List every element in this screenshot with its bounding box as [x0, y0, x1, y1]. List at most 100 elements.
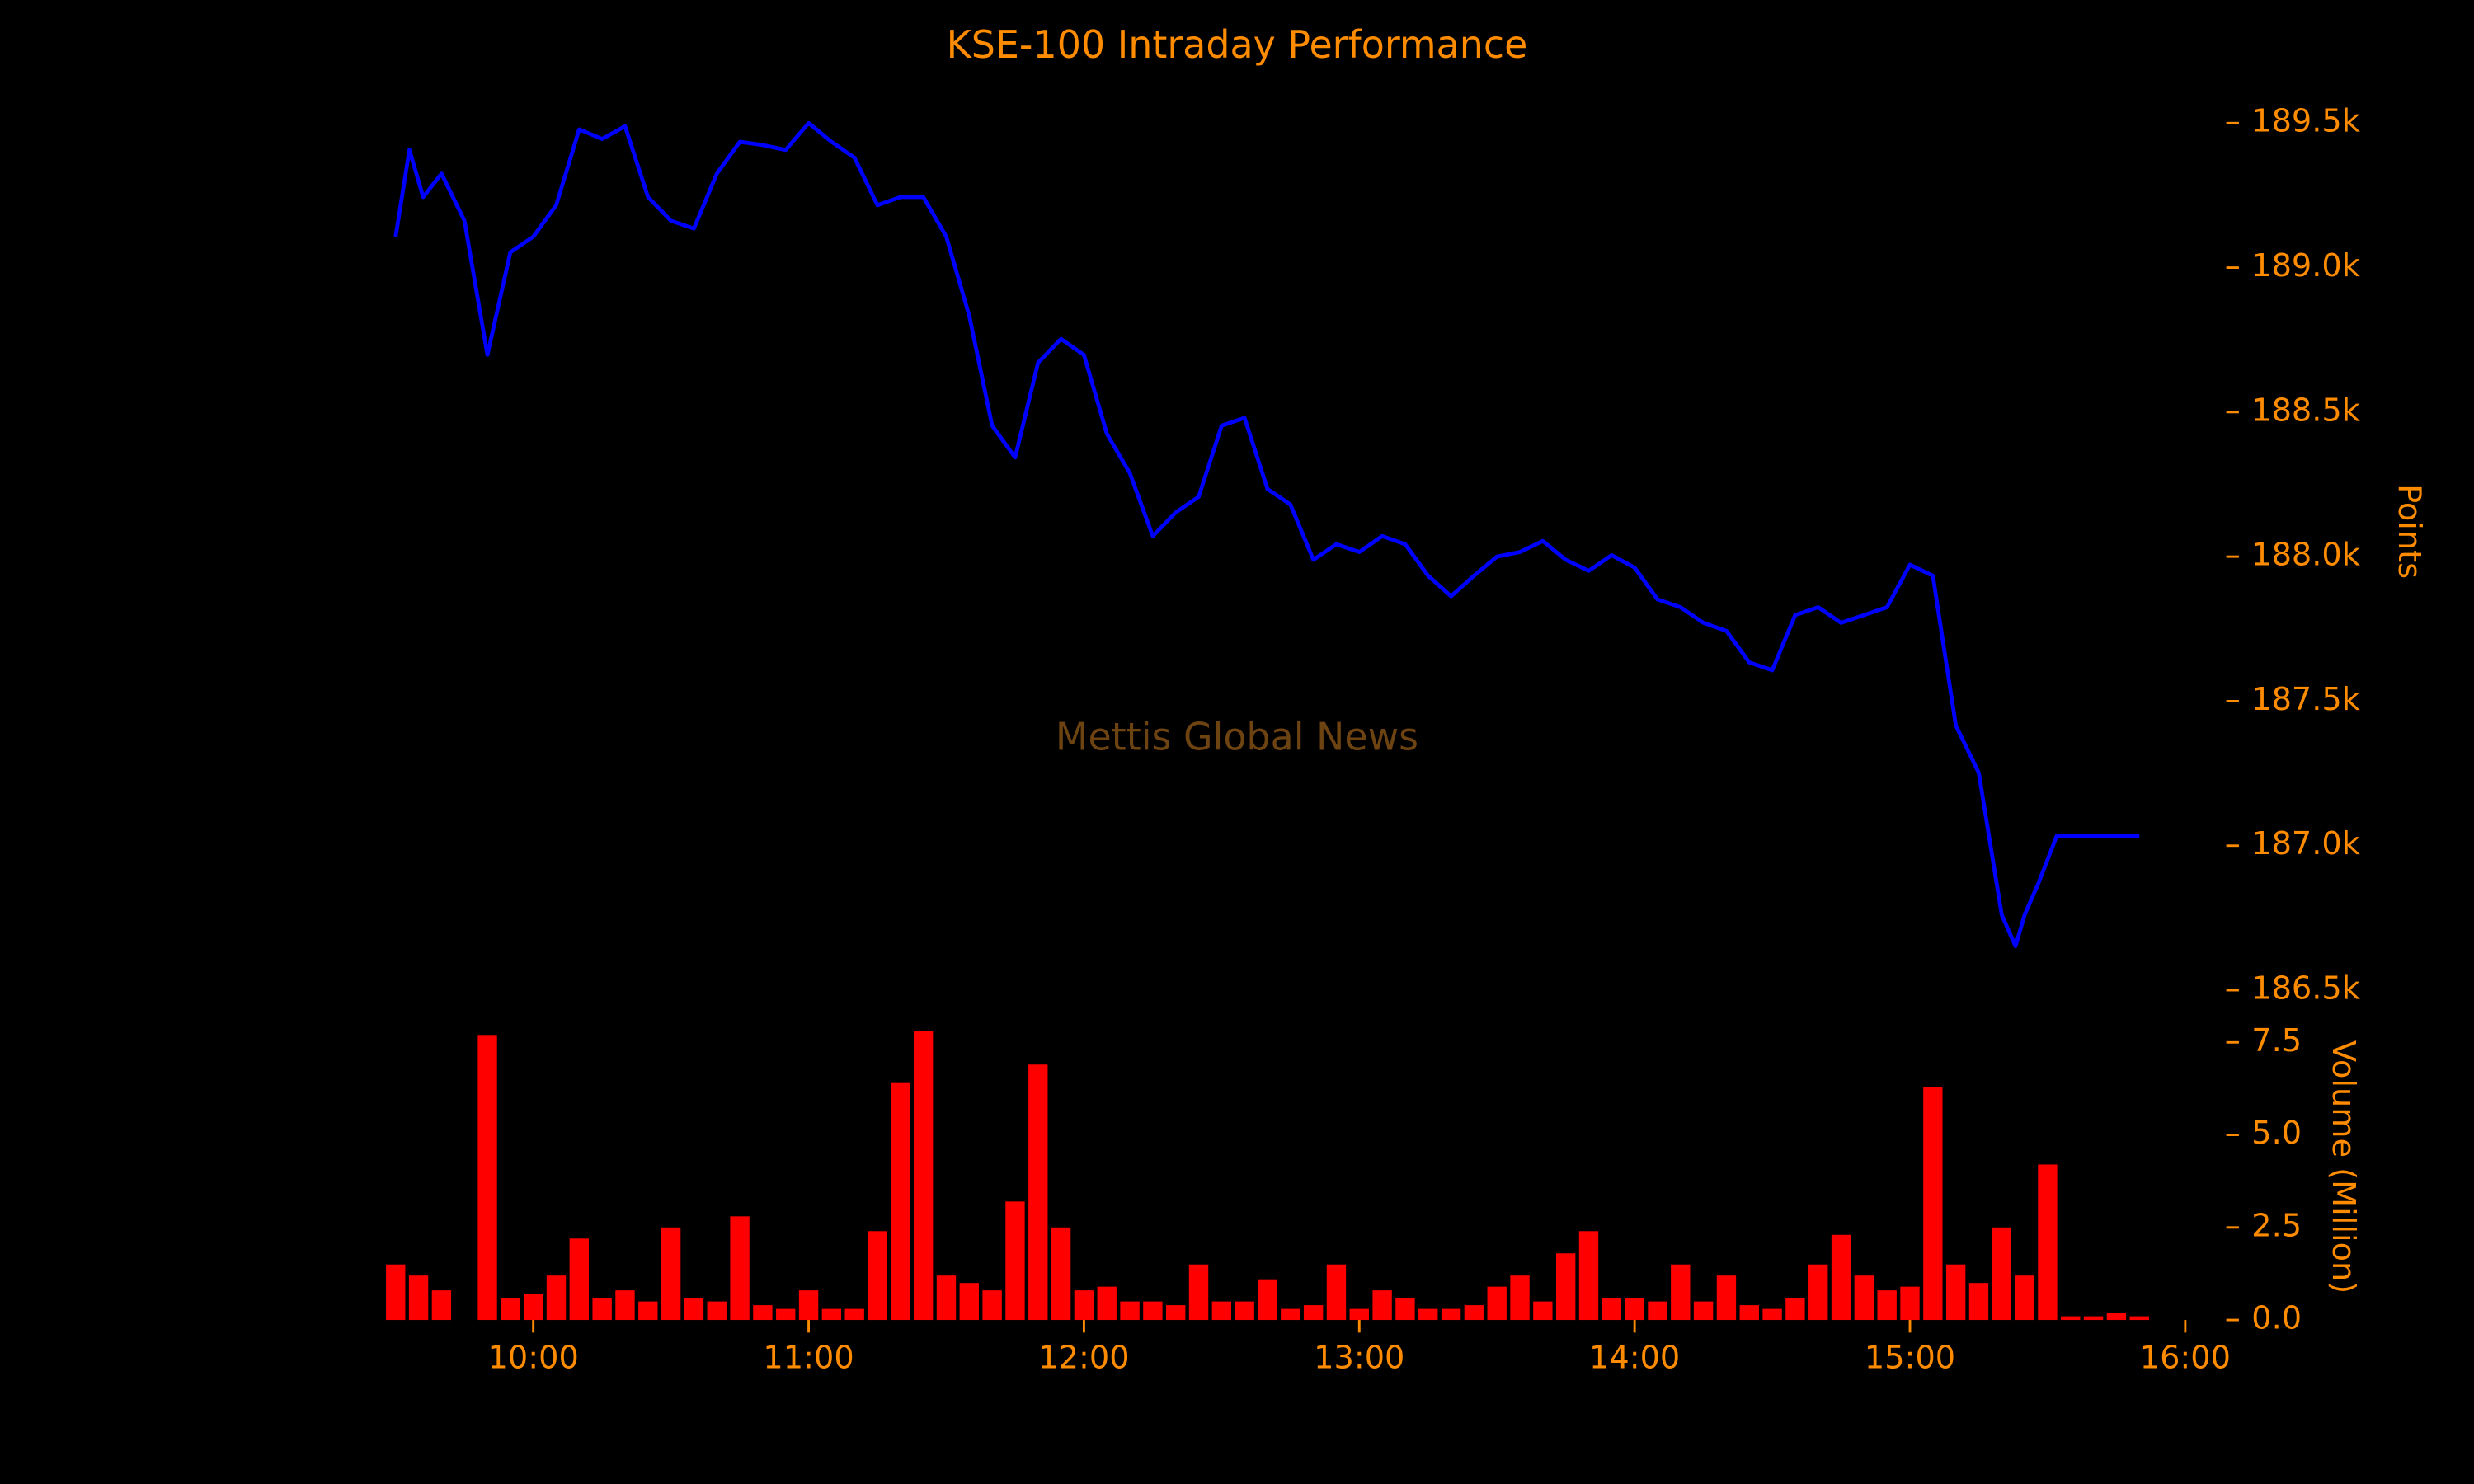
volume-bar — [1625, 1298, 1644, 1321]
volume-bar — [661, 1227, 681, 1321]
x-tick-label: 16:00 — [2140, 1339, 2231, 1376]
y-tick-label: 187.0k — [2251, 825, 2361, 862]
volume-bar — [501, 1298, 520, 1321]
volume-bar — [1716, 1275, 1737, 1321]
volume-bar — [1785, 1298, 1805, 1321]
volume-bar — [798, 1290, 819, 1321]
volume-bar — [1968, 1283, 1989, 1321]
volume-bar — [1372, 1290, 1392, 1321]
volume-bar — [477, 1035, 497, 1321]
volume-bar — [1051, 1227, 1071, 1321]
volume-bar — [523, 1294, 543, 1321]
chart-title: KSE-100 Intraday Performance — [947, 22, 1528, 67]
y-tick-label: 186.5k — [2251, 970, 2361, 1007]
volume-bar — [1510, 1275, 1530, 1321]
y2-axis-label: Volume (Million) — [2325, 1040, 2362, 1294]
volume-bar — [844, 1308, 864, 1321]
volume-bar — [1143, 1301, 1163, 1321]
volume-bar — [1326, 1264, 1347, 1321]
volume-bar — [1349, 1308, 1369, 1321]
volume-bar — [730, 1216, 750, 1321]
x-tick-label: 15:00 — [1865, 1339, 1955, 1376]
volume-bar — [2015, 1275, 2034, 1321]
y-tick-label: 189.0k — [2251, 247, 2361, 284]
volume-bar — [1602, 1298, 1622, 1321]
volume-bar — [2038, 1164, 2058, 1321]
volume-bar — [936, 1275, 957, 1321]
x-tick-label: 10:00 — [488, 1339, 579, 1376]
y-tick-label: 0.0 — [2251, 1300, 2302, 1337]
volume-bar — [408, 1275, 429, 1321]
y-tick-label: 188.5k — [2251, 392, 2361, 429]
volume-bar — [1211, 1301, 1232, 1321]
y-tick-label: 187.5k — [2251, 681, 2361, 718]
volume-bar — [2129, 1316, 2149, 1321]
volume-bar — [1693, 1301, 1714, 1321]
volume-bar — [2061, 1316, 2081, 1321]
x-tick-label: 13:00 — [1314, 1339, 1404, 1376]
volume-bar — [753, 1305, 773, 1321]
volume-bar — [1533, 1301, 1553, 1321]
volume-bar — [1831, 1234, 1851, 1321]
volume-bar — [868, 1231, 887, 1321]
volume-bar — [707, 1301, 727, 1321]
volume-bar — [1028, 1064, 1048, 1321]
volume-bar — [1487, 1286, 1507, 1321]
volume-bar — [1120, 1301, 1140, 1321]
volume-bar — [638, 1301, 658, 1321]
volume-bar — [1900, 1286, 1920, 1321]
x-tick-label: 11:00 — [763, 1339, 854, 1376]
volume-bar — [1303, 1305, 1324, 1321]
x-tick-label: 12:00 — [1038, 1339, 1129, 1376]
volume-bar — [1992, 1227, 2011, 1321]
y-tick-label: 5.0 — [2251, 1115, 2302, 1152]
volume-bar — [2106, 1313, 2127, 1321]
volume-bar — [982, 1290, 1002, 1321]
volume-bar — [1877, 1290, 1897, 1321]
volume-bar — [1762, 1308, 1782, 1321]
y-tick-label: 7.5 — [2251, 1022, 2302, 1059]
volume-bar — [431, 1290, 452, 1321]
volume-bar — [1555, 1253, 1576, 1321]
volume-bar — [1188, 1264, 1209, 1321]
volume-bar — [684, 1298, 704, 1321]
y-axis-label: Points — [2391, 484, 2428, 579]
volume-bar — [1808, 1264, 1828, 1321]
price-line — [393, 120, 2140, 949]
volume-bar — [1671, 1264, 1691, 1321]
volume-bar — [1005, 1201, 1025, 1321]
y-tick-label: 188.0k — [2251, 537, 2361, 574]
volume-bar — [776, 1308, 796, 1321]
volume-bar — [1578, 1231, 1599, 1321]
volume-bar — [1464, 1305, 1484, 1321]
volume-bar — [1854, 1275, 1874, 1321]
volume-bar — [821, 1308, 842, 1321]
volume-bar — [1923, 1087, 1943, 1321]
volume-bar — [1648, 1301, 1667, 1321]
volume-bar — [1441, 1308, 1461, 1321]
volume-bar — [1739, 1305, 1759, 1321]
volume-bar — [386, 1264, 406, 1321]
volume-bar — [913, 1031, 934, 1321]
volume-bar — [1097, 1286, 1117, 1321]
volume-bar — [1074, 1290, 1094, 1321]
watermark: Mettis Global News — [1056, 715, 1418, 759]
y-tick-label: 189.5k — [2251, 103, 2361, 140]
volume-bar — [1281, 1308, 1300, 1321]
volume-bar — [959, 1283, 979, 1321]
volume-bar — [891, 1082, 910, 1321]
volume-bar — [1945, 1264, 1966, 1321]
volume-bar — [1235, 1301, 1254, 1321]
volume-bar — [1258, 1279, 1277, 1321]
y-tick-label: 2.5 — [2251, 1207, 2302, 1244]
volume-bar — [1166, 1305, 1186, 1321]
volume-bar — [569, 1238, 590, 1321]
volume-bar — [1418, 1308, 1438, 1321]
volume-bar — [615, 1290, 635, 1321]
x-tick-label: 14:00 — [1589, 1339, 1680, 1376]
volume-bar — [1395, 1298, 1415, 1321]
volume-bar — [2083, 1316, 2104, 1321]
volume-bar — [546, 1275, 567, 1321]
